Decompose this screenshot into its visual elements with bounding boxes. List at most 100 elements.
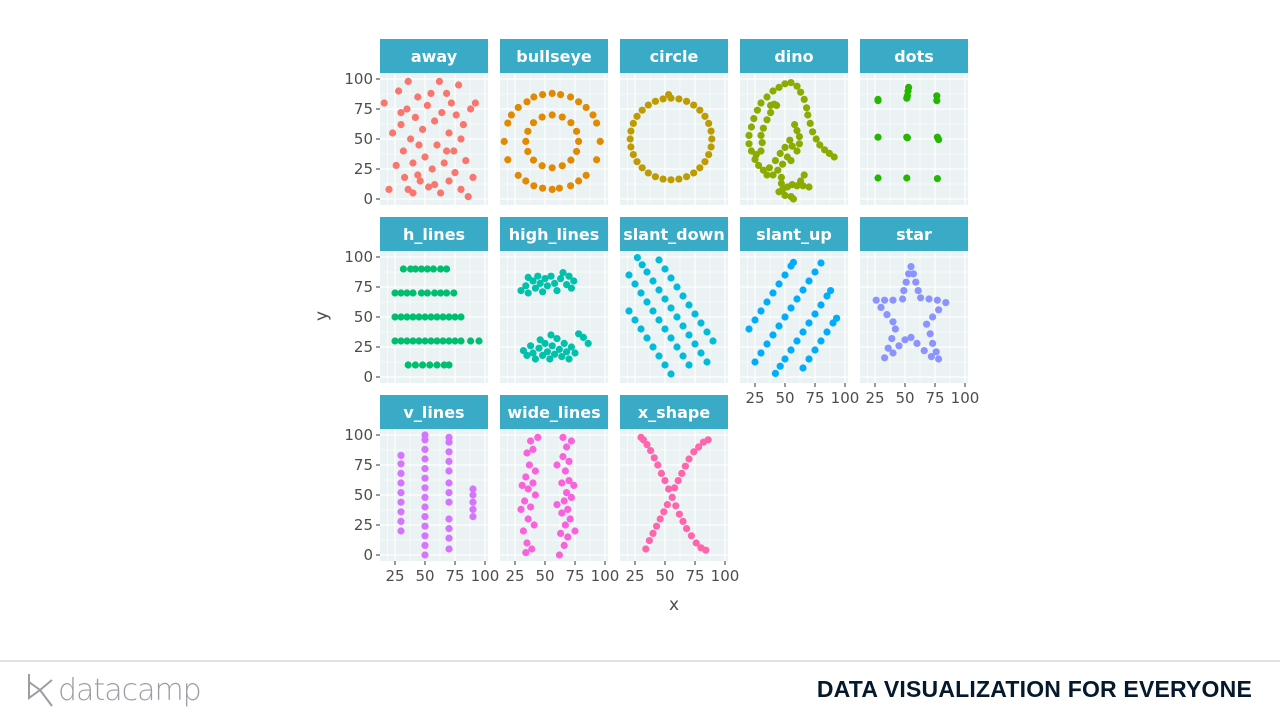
data-point	[901, 336, 909, 344]
data-point	[685, 331, 693, 339]
data-point	[661, 477, 669, 485]
facet-panel-wide_lines: wide_lines 25 50 75 100	[500, 395, 619, 585]
data-point	[672, 502, 680, 510]
strip-header	[740, 39, 848, 73]
data-point	[697, 319, 705, 327]
data-point	[667, 370, 675, 378]
data-point	[690, 169, 698, 177]
data-point	[687, 532, 696, 540]
data-point	[702, 546, 710, 554]
data-point	[751, 155, 759, 163]
data-point	[929, 339, 937, 347]
data-point	[665, 485, 673, 493]
data-point	[524, 147, 532, 156]
footer-divider	[0, 660, 1280, 662]
data-point	[626, 135, 634, 143]
data-point	[816, 141, 824, 149]
data-point	[555, 184, 564, 192]
data-point	[629, 119, 637, 127]
data-point	[799, 328, 807, 336]
data-point	[524, 485, 532, 493]
data-point	[538, 113, 546, 121]
data-point	[827, 287, 835, 295]
data-point	[514, 171, 522, 179]
facet-panel-v_lines: v_lines 0 25 50 75 100 25 50 75 100	[344, 395, 499, 585]
data-point	[457, 337, 465, 345]
data-point	[558, 509, 566, 517]
data-point	[683, 97, 691, 105]
data-point	[522, 549, 530, 557]
data-point	[589, 111, 597, 119]
data-point	[776, 362, 784, 370]
faceted-scatter-chart: away 0 25 50 75 100 bullseye circle dino dots h_li…	[312, 39, 979, 615]
data-point	[445, 479, 453, 487]
data-point	[625, 271, 633, 279]
data-point	[397, 337, 405, 345]
strip-label: dino	[774, 47, 813, 66]
data-point	[763, 340, 771, 348]
data-point	[409, 313, 417, 321]
data-point	[445, 337, 453, 345]
data-point	[397, 313, 405, 321]
data-point	[419, 125, 427, 133]
data-point	[451, 313, 459, 321]
data-point	[457, 135, 465, 143]
data-point	[690, 448, 698, 456]
data-point	[531, 355, 540, 363]
data-point	[651, 97, 660, 105]
data-point	[522, 177, 530, 185]
data-point	[564, 505, 572, 513]
data-point	[433, 337, 441, 345]
data-point	[437, 189, 445, 197]
data-point	[935, 136, 943, 144]
data-point	[391, 313, 399, 321]
data-point	[415, 313, 423, 321]
x-tick-label: 100	[831, 389, 860, 407]
data-point	[874, 97, 882, 105]
data-point	[763, 93, 771, 101]
data-point	[668, 493, 676, 501]
data-point	[881, 354, 889, 362]
data-point	[445, 361, 453, 369]
data-point	[649, 529, 657, 538]
data-point	[557, 275, 565, 283]
data-point	[445, 467, 453, 475]
data-point	[467, 105, 475, 113]
data-point	[566, 182, 575, 190]
data-point	[914, 287, 922, 295]
strip-label: v_lines	[403, 403, 464, 422]
data-point	[397, 498, 405, 506]
data-point	[571, 349, 579, 357]
data-point	[799, 286, 807, 294]
data-point	[531, 491, 540, 499]
data-point	[403, 105, 411, 113]
data-point	[633, 112, 641, 120]
data-point	[643, 268, 651, 276]
data-point	[469, 485, 477, 493]
data-point	[759, 124, 768, 132]
data-point	[433, 141, 441, 149]
data-point	[872, 296, 880, 304]
strip-header	[500, 217, 608, 251]
data-point	[557, 91, 565, 99]
data-point	[633, 158, 641, 166]
data-point	[643, 298, 651, 306]
data-point	[788, 142, 796, 150]
strip-label: circle	[650, 47, 699, 66]
data-point	[675, 510, 684, 518]
data-point	[567, 343, 576, 351]
data-point	[464, 193, 472, 201]
data-point	[414, 171, 422, 179]
data-point	[555, 345, 564, 353]
data-point	[417, 265, 425, 273]
data-point	[755, 161, 763, 169]
data-point	[539, 91, 547, 99]
data-point	[789, 258, 798, 266]
data-point	[570, 277, 578, 285]
data-point	[528, 545, 536, 553]
data-point	[750, 115, 758, 123]
data-point	[657, 469, 666, 477]
data-point	[683, 525, 691, 533]
strip-label: bullseye	[516, 47, 592, 66]
data-point	[443, 289, 451, 297]
